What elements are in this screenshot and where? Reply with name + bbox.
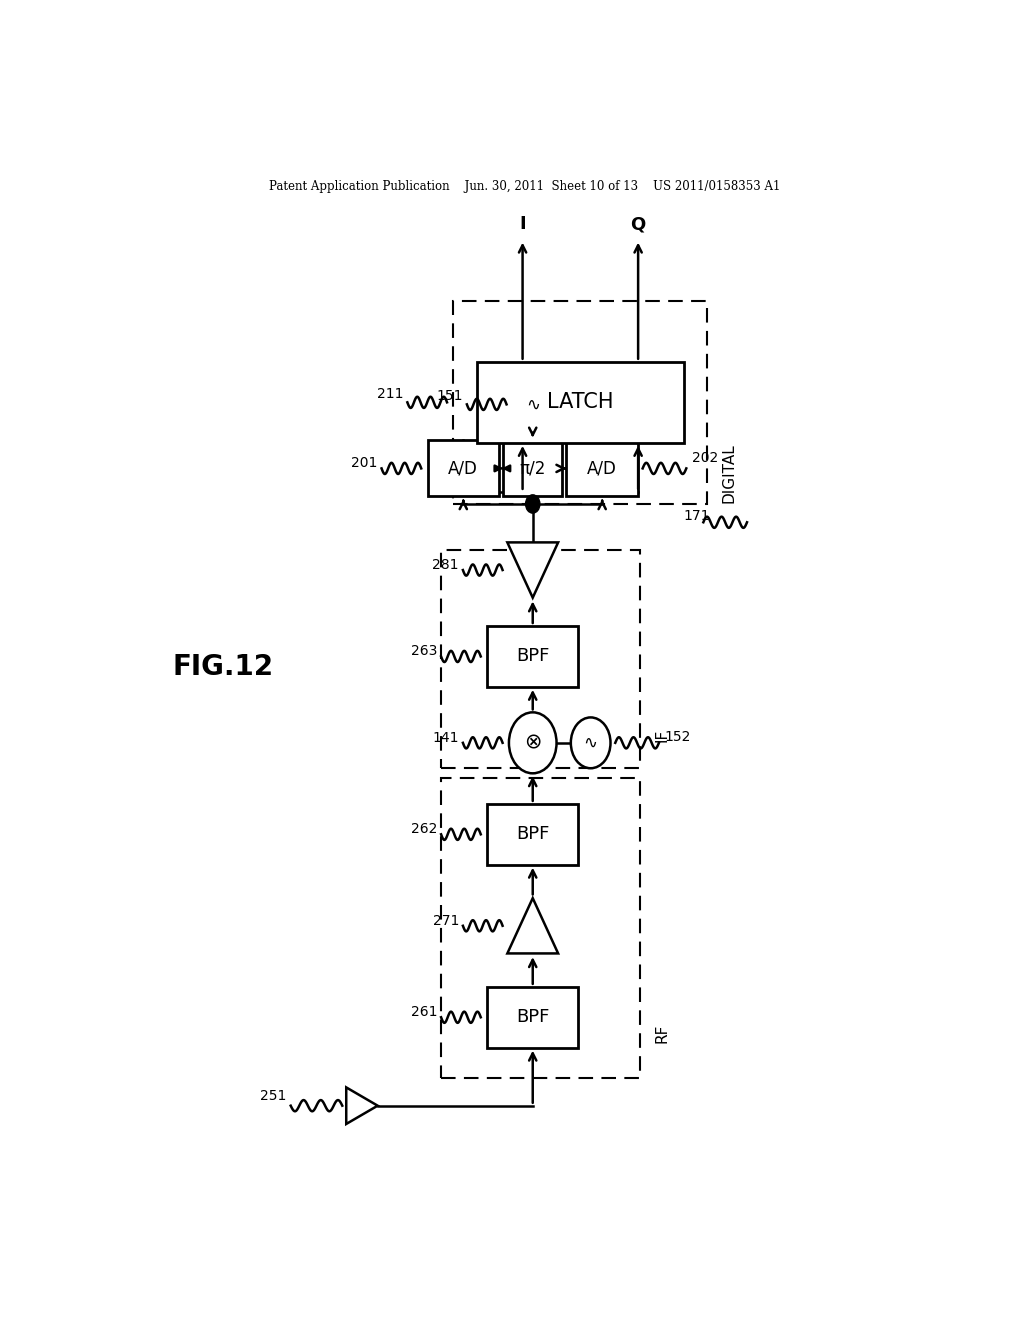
Circle shape (513, 379, 553, 430)
Polygon shape (507, 898, 558, 953)
Text: RF: RF (654, 1023, 669, 1043)
Text: A/D: A/D (449, 459, 478, 478)
Text: I: I (519, 215, 526, 234)
Text: 152: 152 (665, 730, 691, 743)
Text: BPF: BPF (516, 1008, 550, 1026)
Text: π/2: π/2 (519, 459, 546, 478)
Text: 202: 202 (692, 451, 718, 465)
Text: ∿: ∿ (584, 734, 598, 752)
Bar (454, 301, 708, 504)
Polygon shape (507, 543, 558, 598)
Circle shape (570, 718, 610, 768)
Text: IF: IF (654, 729, 669, 742)
Text: LATCH: LATCH (547, 392, 613, 412)
Bar (487, 987, 579, 1048)
Text: BPF: BPF (516, 647, 550, 665)
Polygon shape (346, 1088, 378, 1125)
Circle shape (525, 495, 540, 513)
Text: 281: 281 (432, 558, 459, 572)
Bar (428, 441, 499, 496)
Bar (477, 362, 684, 444)
Bar (566, 441, 638, 496)
Text: FIG.12: FIG.12 (173, 652, 273, 681)
Text: DIGITAL: DIGITAL (722, 444, 736, 503)
Circle shape (509, 713, 557, 774)
Text: A/D: A/D (587, 459, 617, 478)
Text: 263: 263 (411, 644, 437, 659)
Bar (487, 626, 579, 686)
Text: 171: 171 (684, 510, 710, 523)
Text: 251: 251 (260, 1089, 287, 1102)
Text: 271: 271 (432, 913, 459, 928)
Text: 141: 141 (432, 731, 459, 744)
Text: 201: 201 (351, 457, 378, 470)
Text: BPF: BPF (516, 825, 550, 843)
Text: Patent Application Publication    Jun. 30, 2011  Sheet 10 of 13    US 2011/01583: Patent Application Publication Jun. 30, … (269, 181, 780, 193)
Text: ∿: ∿ (525, 396, 540, 413)
Text: 261: 261 (411, 1005, 437, 1019)
Text: 211: 211 (377, 387, 403, 401)
Bar (441, 779, 640, 1078)
Text: Q: Q (631, 215, 646, 234)
Text: ⊗: ⊗ (524, 733, 542, 752)
Bar (487, 804, 579, 865)
Bar (503, 441, 562, 496)
Text: 262: 262 (411, 822, 437, 837)
Bar (441, 549, 640, 768)
Text: 151: 151 (436, 389, 463, 403)
